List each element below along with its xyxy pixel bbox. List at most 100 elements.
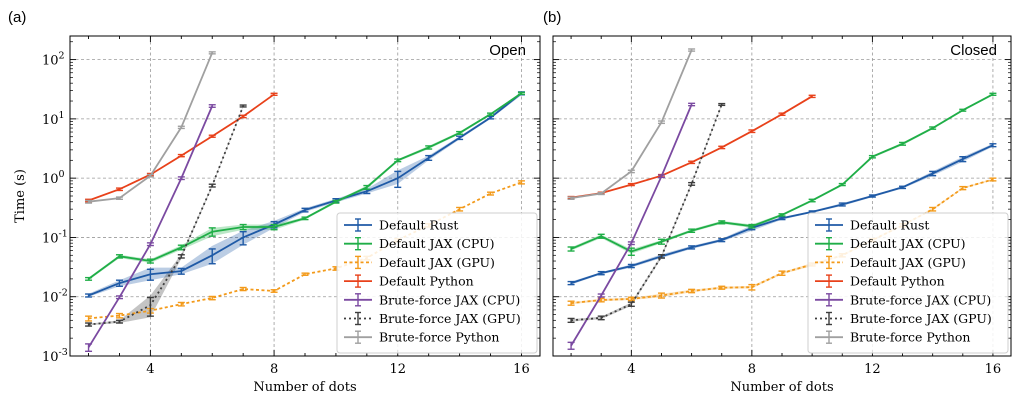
legend-label: Brute-force JAX (CPU) — [379, 292, 520, 307]
error-bar — [301, 207, 309, 213]
error-bar — [239, 104, 247, 108]
error-bar — [487, 112, 495, 116]
error-bar — [270, 223, 278, 231]
legend-label: Default JAX (GPU) — [850, 255, 966, 270]
error-bar — [115, 312, 123, 319]
error-bar — [517, 180, 525, 185]
error-bar — [177, 125, 185, 130]
error-bar — [718, 145, 726, 150]
legend-label: Default Rust — [850, 218, 929, 233]
error-bar — [627, 182, 635, 187]
error-bar — [517, 91, 525, 95]
error-bar — [657, 120, 665, 125]
error-bar — [718, 285, 726, 290]
legend-item: Brute-force JAX (GPU) — [815, 311, 992, 326]
error-bar — [487, 191, 495, 196]
legend-item: Default Rust — [815, 218, 929, 233]
error-bar — [115, 196, 123, 200]
error-bar — [567, 196, 575, 200]
error-bar — [868, 154, 876, 159]
error-bar — [85, 322, 93, 327]
error-bar — [718, 238, 726, 243]
error-bar — [989, 177, 997, 182]
error-bar — [487, 115, 495, 120]
legend-item: Default JAX (CPU) — [815, 236, 966, 251]
error-bar — [567, 300, 575, 306]
error-bar — [394, 158, 402, 163]
error-bar — [208, 51, 216, 55]
error-bar — [85, 293, 93, 298]
x-axis-label: Number of dots — [730, 380, 833, 394]
legend-item: Default Rust — [344, 218, 458, 233]
error-bar — [597, 293, 605, 298]
legend-item: Brute-force Python — [815, 330, 970, 345]
legend-item: Brute-force Python — [344, 330, 499, 345]
error-bar — [688, 245, 696, 250]
y-tick-label: 101 — [42, 110, 65, 128]
error-bar — [177, 267, 185, 275]
error-bar — [208, 183, 216, 188]
error-bar — [239, 230, 247, 246]
error-bar — [208, 104, 216, 108]
legend-item: Default JAX (CPU) — [344, 236, 495, 251]
error-bar — [627, 263, 635, 269]
x-tick-label: 12 — [864, 362, 881, 377]
legend-item: Default Python — [344, 274, 474, 289]
chart-panel-open: (a) 4 8 12 16 10-3 10-2 10-1 100 101 102 Number of … — [8, 9, 541, 395]
error-bar — [627, 169, 635, 174]
error-bar — [627, 296, 635, 302]
plot-area — [567, 48, 997, 350]
error-bar — [239, 286, 247, 292]
error-bar — [177, 176, 185, 181]
error-bar — [177, 301, 185, 307]
error-bar — [208, 295, 216, 301]
legend-item: Brute-force JAX (GPU) — [344, 311, 521, 326]
x-axis-label: Number of dots — [253, 380, 356, 394]
error-bar — [115, 295, 123, 300]
error-bar — [989, 92, 997, 96]
series-line — [88, 93, 275, 202]
error-bar — [688, 228, 696, 234]
error-bar — [657, 174, 665, 179]
legend-label: Brute-force Python — [379, 330, 499, 345]
error-bar — [85, 343, 93, 353]
error-bar — [688, 48, 696, 52]
x-tick-label: 16 — [985, 362, 1002, 377]
x-tick-label: 16 — [513, 362, 530, 377]
error-bar — [567, 246, 575, 252]
error-bar — [627, 241, 635, 246]
error-bar — [748, 129, 756, 134]
error-bar — [301, 272, 309, 276]
error-bar — [146, 258, 154, 264]
legend-label: Default Rust — [379, 218, 458, 233]
error-bar — [688, 160, 696, 165]
y-tick-label: 102 — [42, 51, 65, 69]
error-bar — [456, 206, 464, 212]
legend-item: Brute-force JAX (CPU) — [815, 292, 991, 307]
x-tick-label: 8 — [748, 362, 756, 377]
chart-title: Closed — [950, 42, 997, 59]
error-bar — [597, 270, 605, 276]
chart-panel-closed: (b) 4 8 12 16 Number of dots Closed Default Rus… — [543, 9, 1012, 395]
error-bar — [567, 280, 575, 286]
error-bar — [929, 170, 937, 177]
panel-letter: (a) — [8, 9, 26, 26]
error-bar — [718, 102, 726, 107]
error-bar — [808, 94, 816, 99]
series-line — [88, 105, 245, 326]
error-bar — [146, 268, 154, 281]
y-tick-label: 100 — [42, 169, 65, 187]
panel-letter: (b) — [543, 9, 561, 26]
legend-label: Brute-force JAX (GPU) — [850, 311, 992, 326]
error-bar — [959, 156, 967, 163]
error-bar — [270, 92, 278, 96]
error-bar — [146, 173, 154, 178]
error-bar — [657, 238, 665, 245]
legend-label: Default JAX (CPU) — [379, 236, 495, 251]
error-bar — [567, 317, 575, 324]
x-tick-label: 8 — [270, 362, 278, 377]
error-bar — [115, 319, 123, 324]
error-bar — [899, 141, 907, 146]
error-bar — [748, 283, 756, 291]
